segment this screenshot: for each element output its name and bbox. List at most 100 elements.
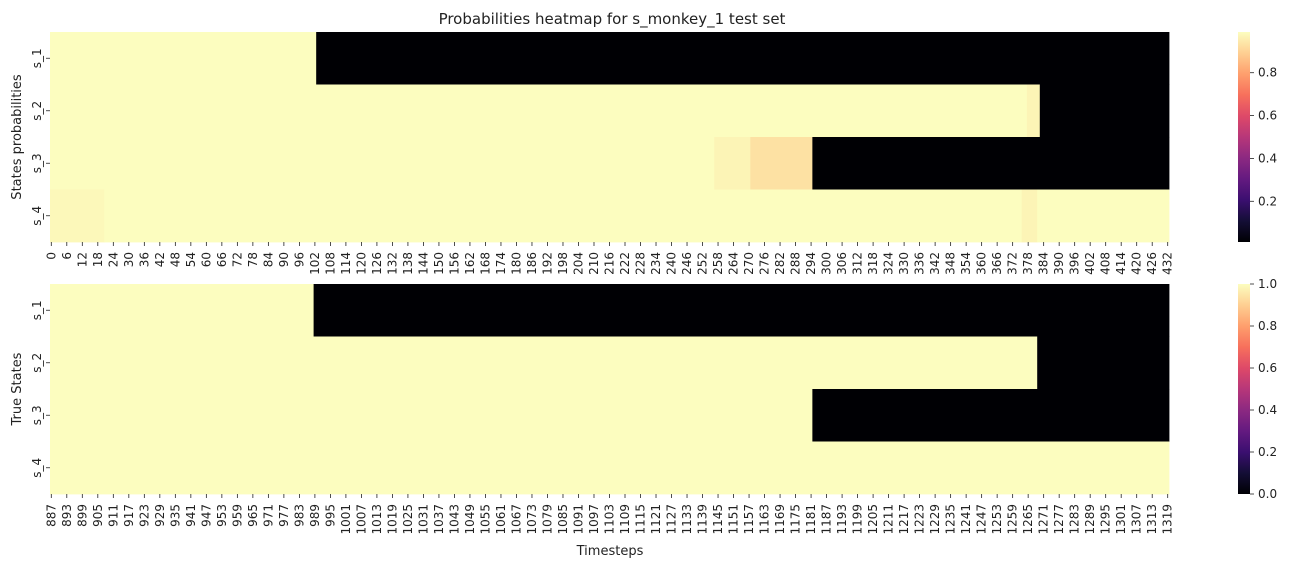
x-tick-label: 1181 <box>804 504 818 535</box>
x-tick-label: 360 <box>975 252 989 275</box>
x-tick-label: 234 <box>649 252 663 275</box>
x-tick-label: 204 <box>571 252 585 275</box>
y-tick-label: s_3 <box>30 405 44 425</box>
x-tick-label: 1265 <box>1021 504 1035 535</box>
heatmap-cells <box>50 32 1170 243</box>
x-tick-label: 1013 <box>370 504 384 535</box>
x-tick-label: 354 <box>959 252 973 275</box>
x-tick-label: 240 <box>665 252 679 275</box>
x-tick-label: 84 <box>261 252 275 267</box>
x-tick-label: 228 <box>634 252 648 275</box>
x-tick-label: 138 <box>401 252 415 275</box>
x-tick-label: 378 <box>1021 252 1035 275</box>
colorbar-tick-label: 1.0 <box>1258 277 1277 291</box>
x-tick-label: 222 <box>618 252 632 275</box>
x-tick-label: 384 <box>1037 252 1051 275</box>
x-tick-label: 1277 <box>1052 504 1066 535</box>
x-tick-label: 1307 <box>1130 504 1144 535</box>
heatmap-cell-s_4 <box>50 189 105 243</box>
y-axis-label: True States <box>10 352 25 426</box>
x-tick-label: 246 <box>680 252 694 275</box>
x-tick-label: 1283 <box>1068 504 1082 535</box>
x-tick-label: 30 <box>122 252 136 267</box>
colorbar-tick-label: 0.2 <box>1258 194 1277 208</box>
y-axis-label: States probabilities <box>10 74 25 200</box>
heatmap-cell-s_3 <box>812 389 1170 442</box>
x-tick-label: 336 <box>913 252 927 275</box>
x-tick-label: 1289 <box>1083 504 1097 535</box>
x-tick-label: 42 <box>153 252 167 267</box>
x-tick-label: 198 <box>556 252 570 275</box>
probabilities-heatmap-panel: Probabilities heatmap for s_monkey_1 tes… <box>10 10 1277 275</box>
heatmap-cells <box>50 284 1170 495</box>
x-tick-label: 1157 <box>742 504 756 535</box>
x-tick-label: 414 <box>1114 252 1128 275</box>
x-tick-label: 1055 <box>478 504 492 535</box>
x-tick-label: 1301 <box>1114 504 1128 535</box>
x-tick-label: 1199 <box>851 504 865 535</box>
x-tick-label: 1007 <box>354 504 368 535</box>
x-tick-label: 1313 <box>1145 504 1159 535</box>
x-tick-label: 180 <box>509 252 523 275</box>
x-tick-label: 102 <box>308 252 322 275</box>
colorbar-tick-label: 0.4 <box>1258 403 1277 417</box>
x-tick-label: 1223 <box>913 504 927 535</box>
x-tick-label: 1097 <box>587 504 601 535</box>
x-tick-label: 995 <box>323 504 337 527</box>
x-tick-label: 12 <box>75 252 89 267</box>
x-tick-label: 114 <box>339 252 353 275</box>
x-tick-label: 216 <box>603 252 617 275</box>
x-tick-label: 929 <box>153 504 167 527</box>
x-tick-label: 426 <box>1145 252 1159 275</box>
x-tick-label: 1295 <box>1099 504 1113 535</box>
x-tick-label: 300 <box>820 252 834 275</box>
x-tick-label: 941 <box>184 504 198 527</box>
x-tick-label: 1211 <box>882 504 896 535</box>
x-tick-label: 402 <box>1083 252 1097 275</box>
colorbar-tick-label: 0.4 <box>1258 151 1277 165</box>
x-tick-label: 174 <box>494 252 508 275</box>
heatmap-cell-s_4 <box>104 189 1023 243</box>
colorbar-tick-label: 0.6 <box>1258 109 1277 123</box>
x-tick-label: 324 <box>882 252 896 275</box>
x-tick-label: 1151 <box>727 504 741 535</box>
x-tick-label: 953 <box>215 504 229 527</box>
y-tick-label: s_2 <box>30 101 44 121</box>
x-tick-label: 342 <box>928 252 942 275</box>
x-tick-label: 156 <box>447 252 461 275</box>
x-tick-label: 947 <box>199 504 213 527</box>
colorbar-gradient <box>1238 284 1250 494</box>
colorbar-tick-label: 0.8 <box>1258 319 1277 333</box>
x-tick-label: 1001 <box>339 504 353 535</box>
x-tick-label: 899 <box>75 504 89 527</box>
chart-title: Probabilities heatmap for s_monkey_1 tes… <box>439 10 786 29</box>
x-tick-label: 186 <box>525 252 539 275</box>
x-tick-label: 0 <box>44 252 58 260</box>
y-tick-labels: s_1 s_2 s_3 s_4 <box>30 300 50 478</box>
x-tick-label: 126 <box>370 252 384 275</box>
x-tick-label: 318 <box>866 252 880 275</box>
x-tick-label: 162 <box>463 252 477 275</box>
x-tick-label: 1109 <box>618 504 632 535</box>
x-tick-label: 264 <box>727 252 741 275</box>
x-tick-label: 330 <box>897 252 911 275</box>
x-tick-label: 971 <box>261 504 275 527</box>
y-tick-labels: s_1 s_2 s_3 s_4 <box>30 48 50 226</box>
x-tick-label: 258 <box>711 252 725 275</box>
x-tick-label: 1169 <box>773 504 787 535</box>
x-tick-label: 150 <box>432 252 446 275</box>
y-tick-label: s_1 <box>30 300 44 320</box>
y-tick-label: s_2 <box>30 353 44 373</box>
colorbar-tick-label: 0.8 <box>1258 66 1277 80</box>
x-tick-label: 132 <box>385 252 399 275</box>
x-tick-label: 54 <box>184 252 198 267</box>
x-tick-label: 276 <box>758 252 772 275</box>
x-tick-label: 1139 <box>696 504 710 535</box>
x-tick-label: 1049 <box>463 504 477 535</box>
heatmap-cell-s_3 <box>50 389 813 442</box>
x-tick-label: 96 <box>292 252 306 267</box>
x-tick-label: 1247 <box>975 504 989 535</box>
x-tick-label: 1121 <box>649 504 663 535</box>
x-tick-label: 78 <box>246 252 260 267</box>
